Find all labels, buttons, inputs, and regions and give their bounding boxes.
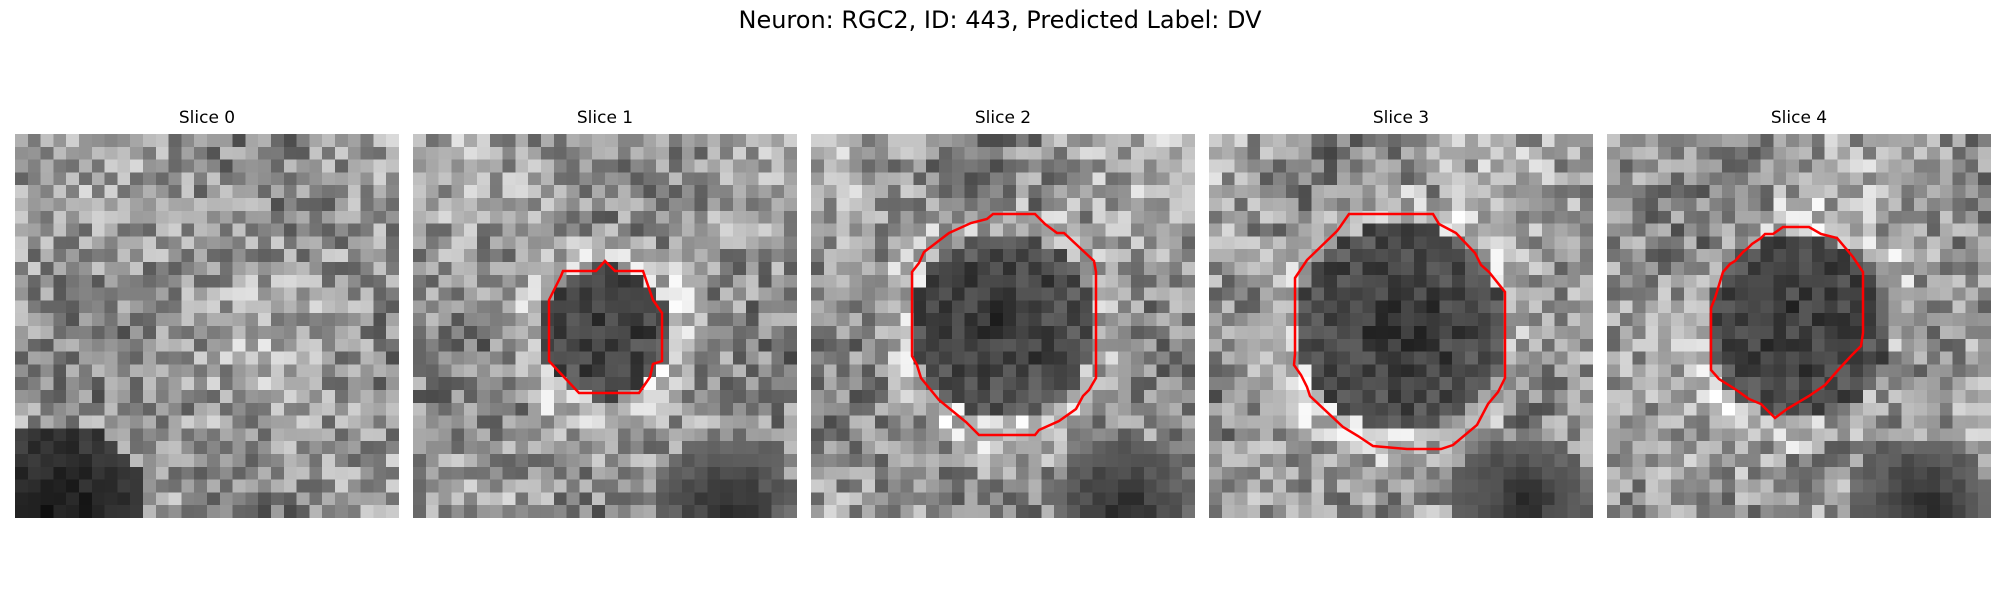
slice-image [15,134,399,518]
roi-outline [1292,212,1507,451]
roi-contour [910,212,1098,437]
slice-image-frame [15,134,399,518]
slice-image [1209,134,1593,518]
slice-title: Slice 4 [1770,108,1828,128]
roi-outline [1709,225,1865,420]
slice-image-frame [1209,134,1593,518]
slice-image-frame [413,134,797,518]
roi-outline [910,212,1098,437]
roi-outline [547,259,664,395]
slice-title: Slice 0 [178,108,236,128]
figure-title: Neuron: RGC2, ID: 443, Predicted Label: … [738,6,1262,34]
slice-title: Slice 1 [576,108,634,128]
slice-title: Slice 2 [974,108,1032,128]
slice-title: Slice 3 [1372,108,1430,128]
slice-image [413,134,797,518]
slice-image [1607,134,1991,518]
slice-image-frame [811,134,1195,518]
slice-image [811,134,1195,518]
slice-image-frame [1607,134,1991,518]
roi-contour [1709,225,1865,420]
roi-contour [1292,212,1507,451]
roi-contour [547,259,664,395]
